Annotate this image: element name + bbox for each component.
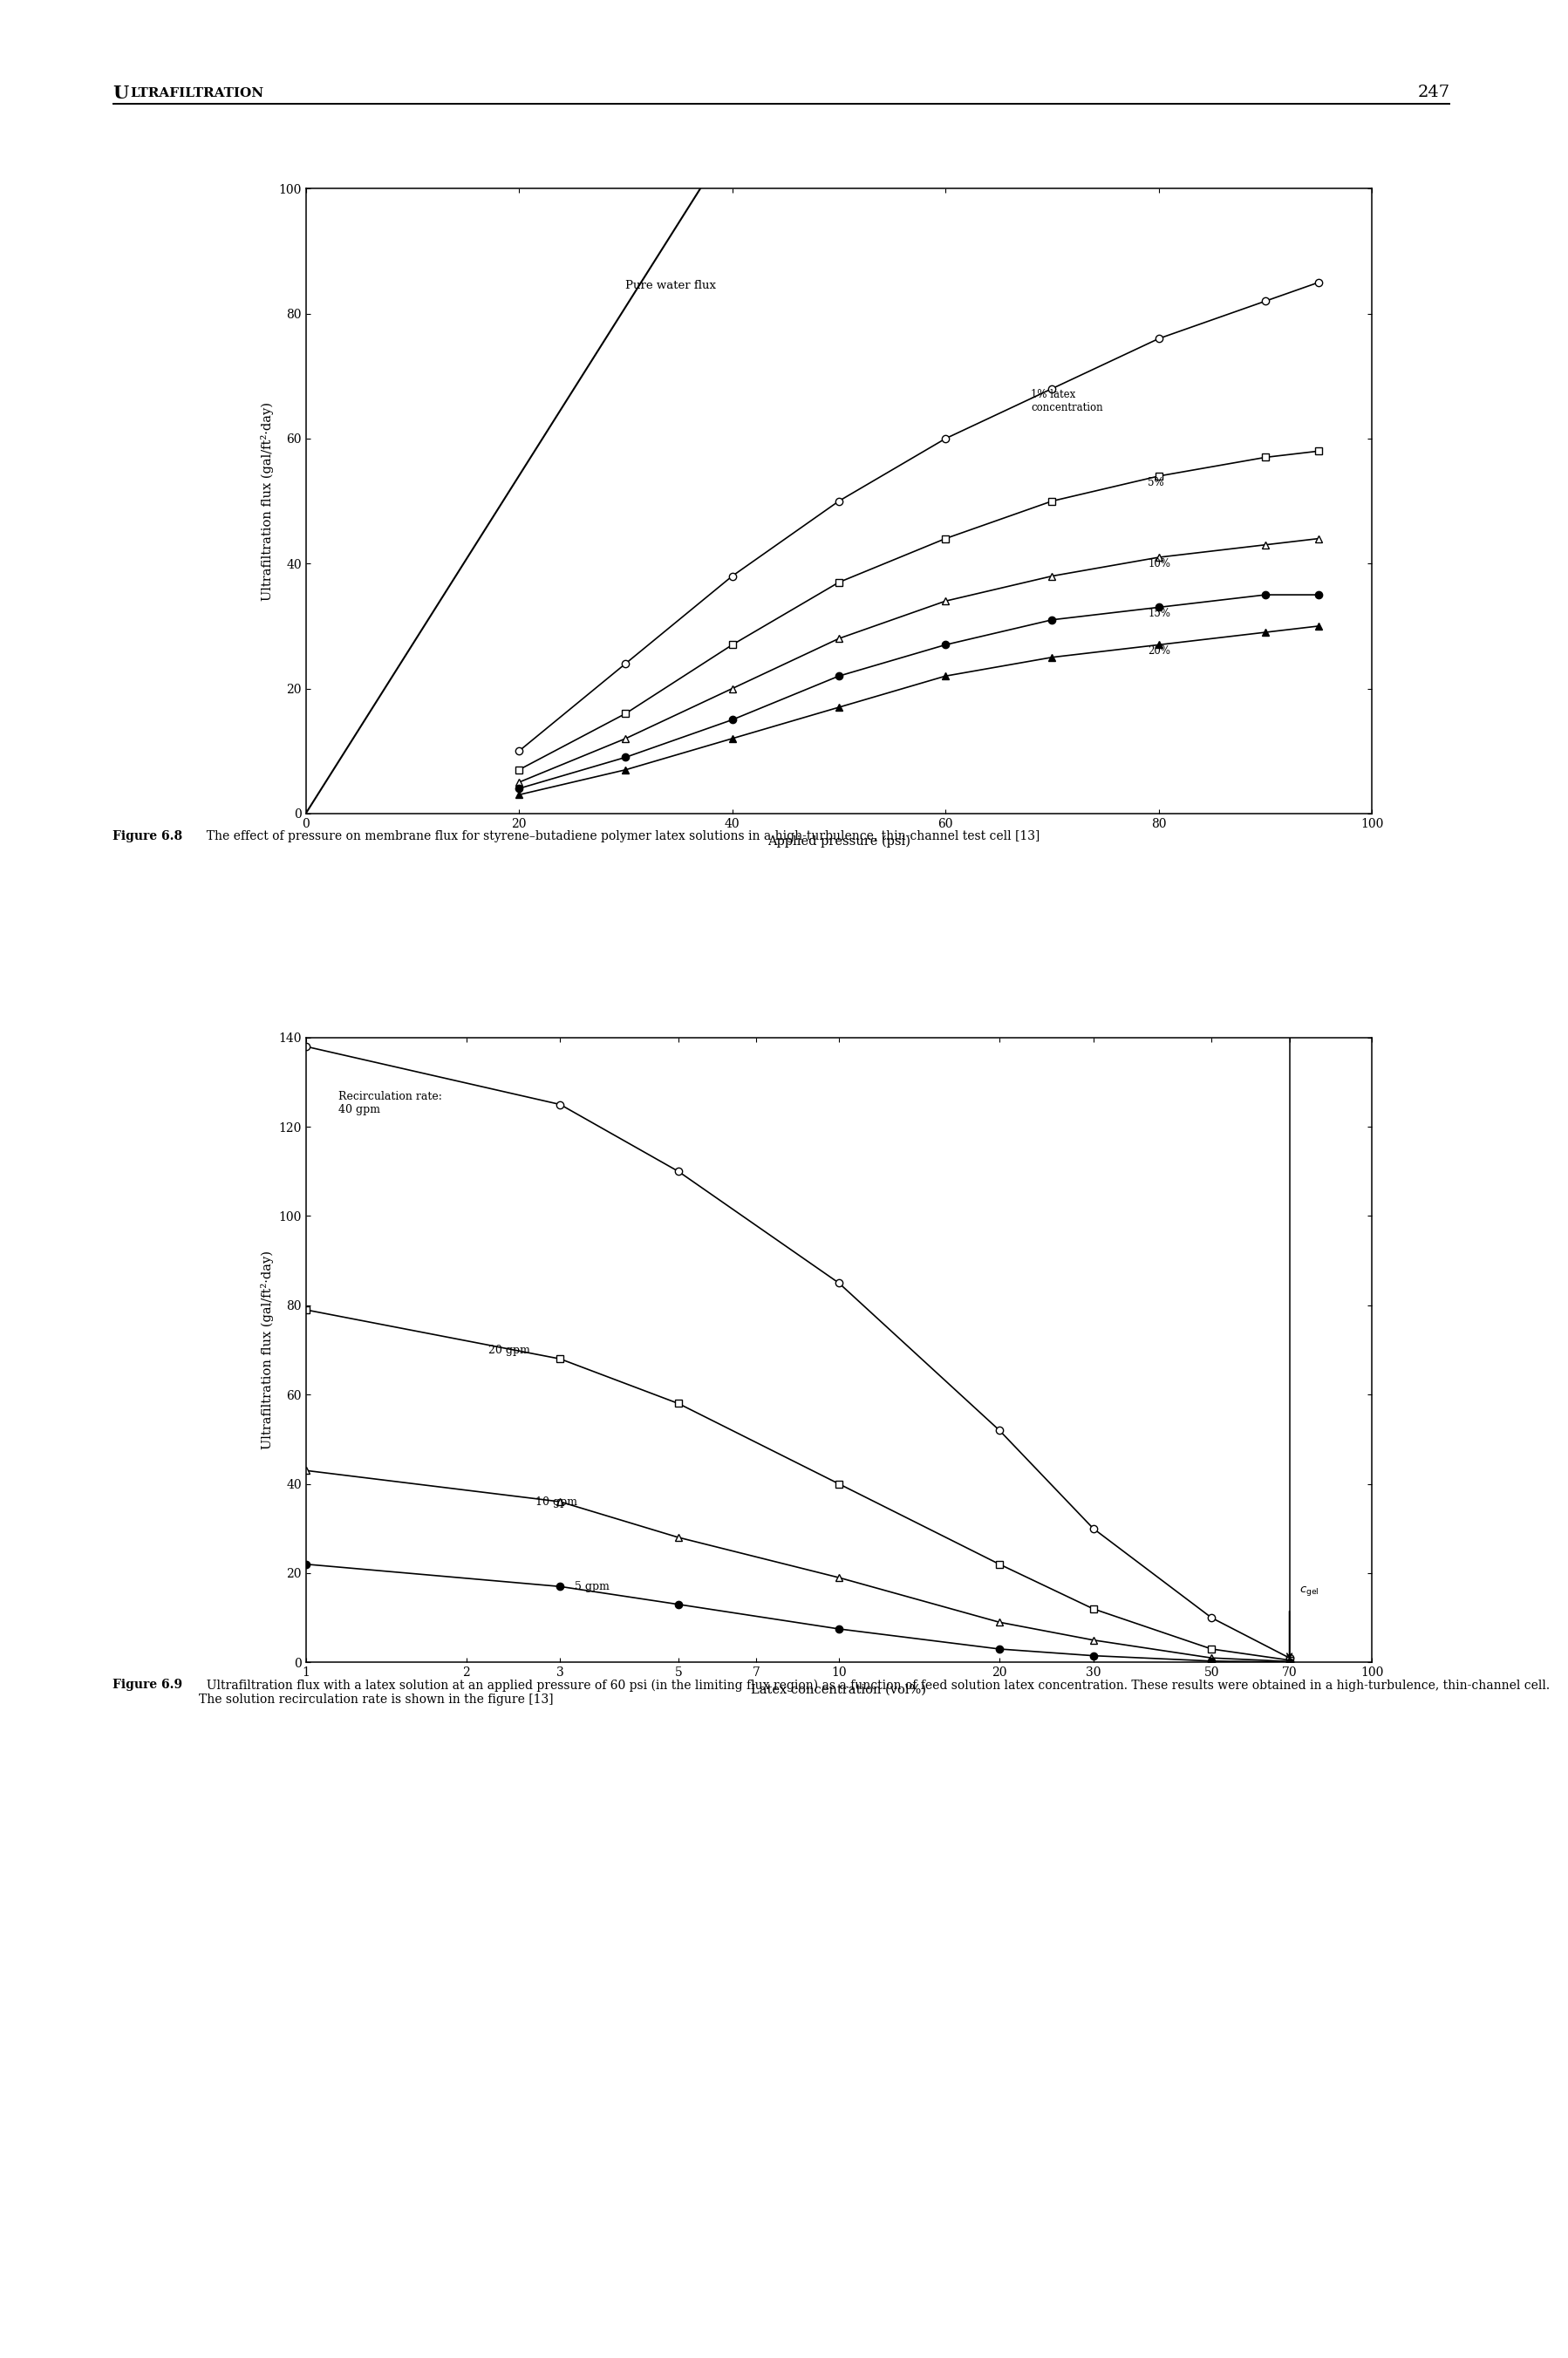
Text: 247: 247	[1417, 85, 1450, 101]
X-axis label: Applied pressure (psi): Applied pressure (psi)	[767, 835, 911, 847]
Text: Recirculation rate:
40 gpm: Recirculation rate: 40 gpm	[339, 1092, 442, 1115]
Text: Ultrafiltration flux with a latex solution at an applied pressure of 60 psi (in : Ultrafiltration flux with a latex soluti…	[199, 1679, 1551, 1705]
Text: U: U	[113, 85, 129, 101]
Text: Figure 6.8: Figure 6.8	[113, 830, 183, 842]
Text: Pure water flux: Pure water flux	[626, 281, 717, 292]
Y-axis label: Ultrafiltration flux (gal/ft²·day): Ultrafiltration flux (gal/ft²·day)	[260, 1250, 273, 1450]
X-axis label: Latex concentration (vol%): Latex concentration (vol%)	[751, 1684, 927, 1695]
Text: 5 gpm: 5 gpm	[575, 1580, 610, 1592]
Text: 10%: 10%	[1148, 559, 1171, 568]
Text: 15%: 15%	[1148, 608, 1171, 620]
Text: 5%: 5%	[1148, 476, 1165, 488]
Text: Figure 6.9: Figure 6.9	[113, 1679, 183, 1691]
Text: 1% latex
concentration: 1% latex concentration	[1030, 389, 1102, 413]
Text: 20%: 20%	[1148, 646, 1171, 658]
Text: LTRAFILTRATION: LTRAFILTRATION	[130, 87, 263, 99]
Text: The effect of pressure on membrane flux for styrene–butadiene polymer latex solu: The effect of pressure on membrane flux …	[199, 830, 1040, 842]
Text: 10 gpm: 10 gpm	[536, 1495, 577, 1507]
Y-axis label: Ultrafiltration flux (gal/ft²·day): Ultrafiltration flux (gal/ft²·day)	[260, 401, 274, 601]
Text: 20 gpm: 20 gpm	[488, 1344, 530, 1356]
Text: $c_\mathrm{gel}$: $c_\mathrm{gel}$	[1300, 1585, 1319, 1596]
